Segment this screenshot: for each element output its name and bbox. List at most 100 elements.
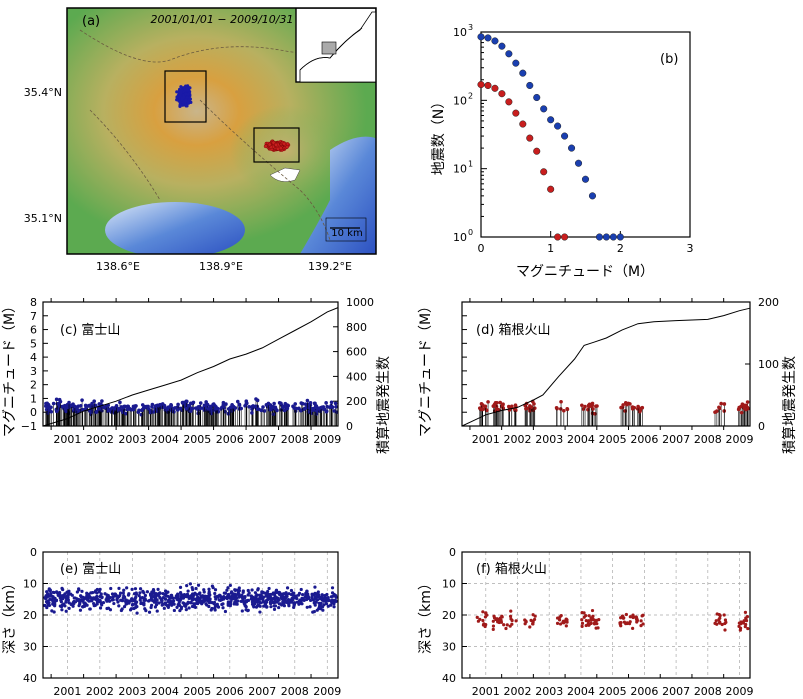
magnitude-point <box>742 407 747 411</box>
depth-point <box>190 604 195 609</box>
depth-point <box>160 600 164 604</box>
depth-point <box>269 598 274 602</box>
depth-point <box>88 607 92 611</box>
magnitude-point <box>524 406 528 411</box>
depth-point <box>63 604 67 608</box>
depth-point <box>87 599 91 603</box>
depth-point <box>555 621 560 625</box>
depth-point <box>78 608 83 612</box>
magnitude-point <box>128 407 133 411</box>
magnitude-point <box>226 407 231 411</box>
magnitude-point <box>745 400 750 404</box>
magnitude-point <box>640 405 645 410</box>
panel-c-label: (c) 富士山 <box>60 322 120 338</box>
magnitude-point <box>315 409 319 413</box>
depth-point <box>59 600 63 604</box>
depth-point <box>100 603 104 607</box>
magnitude-point <box>54 397 59 402</box>
magnitude-point <box>206 407 211 411</box>
depth-point <box>262 595 266 599</box>
depth-point <box>586 622 590 626</box>
magnitude-point <box>623 409 627 413</box>
panel-b-point <box>581 175 590 183</box>
magnitude-point <box>131 407 136 412</box>
depth-point <box>82 596 86 600</box>
depth-point <box>244 605 248 609</box>
magnitude-point <box>595 404 599 408</box>
panel-b-point <box>526 134 534 142</box>
magnitude-point <box>480 407 485 412</box>
magnitude-point <box>237 403 242 407</box>
depth-point <box>254 605 259 609</box>
magnitude-point <box>202 403 207 408</box>
hakone-box <box>253 127 300 163</box>
depth-point <box>101 600 106 605</box>
magnitude-point <box>580 403 584 408</box>
depth-point <box>47 587 51 591</box>
depth-point <box>185 584 189 588</box>
depth-point <box>110 592 115 596</box>
x-tick-label: 2001 <box>53 433 81 446</box>
magnitude-point <box>46 405 50 410</box>
depth-point <box>179 605 184 609</box>
depth-point <box>79 598 83 602</box>
magnitude-point <box>73 404 77 409</box>
magnitude-point <box>299 408 303 413</box>
depth-point <box>141 589 145 593</box>
magnitude-point <box>178 406 183 411</box>
magnitude-point <box>271 405 275 410</box>
magnitude-point <box>532 402 536 406</box>
depth-point <box>103 592 107 596</box>
y-tick-label: 1 <box>30 392 37 405</box>
depth-point <box>269 601 273 606</box>
depth-point <box>81 605 85 609</box>
magnitude-point <box>89 410 94 414</box>
x-tick-label: 2009 <box>313 685 341 698</box>
panel-e-label: (e) 富士山 <box>60 561 121 577</box>
depth-point <box>160 603 164 607</box>
depth-point <box>189 594 193 598</box>
x-tick-label: 2002 <box>504 433 532 446</box>
depth-point <box>334 593 338 598</box>
depth-point <box>197 592 201 596</box>
depth-point <box>320 595 324 600</box>
depth-point <box>267 586 271 591</box>
suruga-bay <box>105 202 245 254</box>
magnitude-point <box>479 402 484 406</box>
depth-point <box>508 624 512 628</box>
magnitude-point <box>205 402 210 407</box>
depth-point <box>580 621 585 625</box>
magnitude-point <box>114 403 119 408</box>
panel-b-y-tick-exp: 1 <box>468 160 473 169</box>
y2-tick-label: 0 <box>346 420 353 433</box>
magnitude-point <box>58 399 63 404</box>
panel-b-point <box>491 37 499 45</box>
depth-point <box>237 586 241 590</box>
y-tick-label: 0 <box>30 406 37 419</box>
depth-point <box>332 605 336 609</box>
magnitude-point <box>329 400 334 405</box>
magnitude-point <box>625 402 629 407</box>
depth-point <box>498 616 502 620</box>
magnitude-point <box>713 410 717 414</box>
depth-point <box>619 616 623 620</box>
x-tick-label: 2008 <box>281 433 309 446</box>
magnitude-point <box>275 408 279 413</box>
depth-point <box>172 608 176 613</box>
magnitude-point <box>250 411 254 415</box>
depth-point <box>127 592 131 596</box>
depth-point <box>210 584 215 588</box>
magnitude-point <box>632 405 636 410</box>
magnitude-point <box>184 406 189 411</box>
depth-point <box>196 601 200 606</box>
depth-point <box>94 589 98 593</box>
depth-point <box>254 594 258 598</box>
magnitude-point <box>146 406 151 411</box>
y-tick-label: 7 <box>30 310 37 323</box>
panel-b-point <box>519 69 527 77</box>
depth-point <box>531 613 535 617</box>
depth-point <box>295 596 299 601</box>
depth-point <box>155 609 159 613</box>
depth-point <box>131 602 135 607</box>
depth-point <box>178 585 183 589</box>
